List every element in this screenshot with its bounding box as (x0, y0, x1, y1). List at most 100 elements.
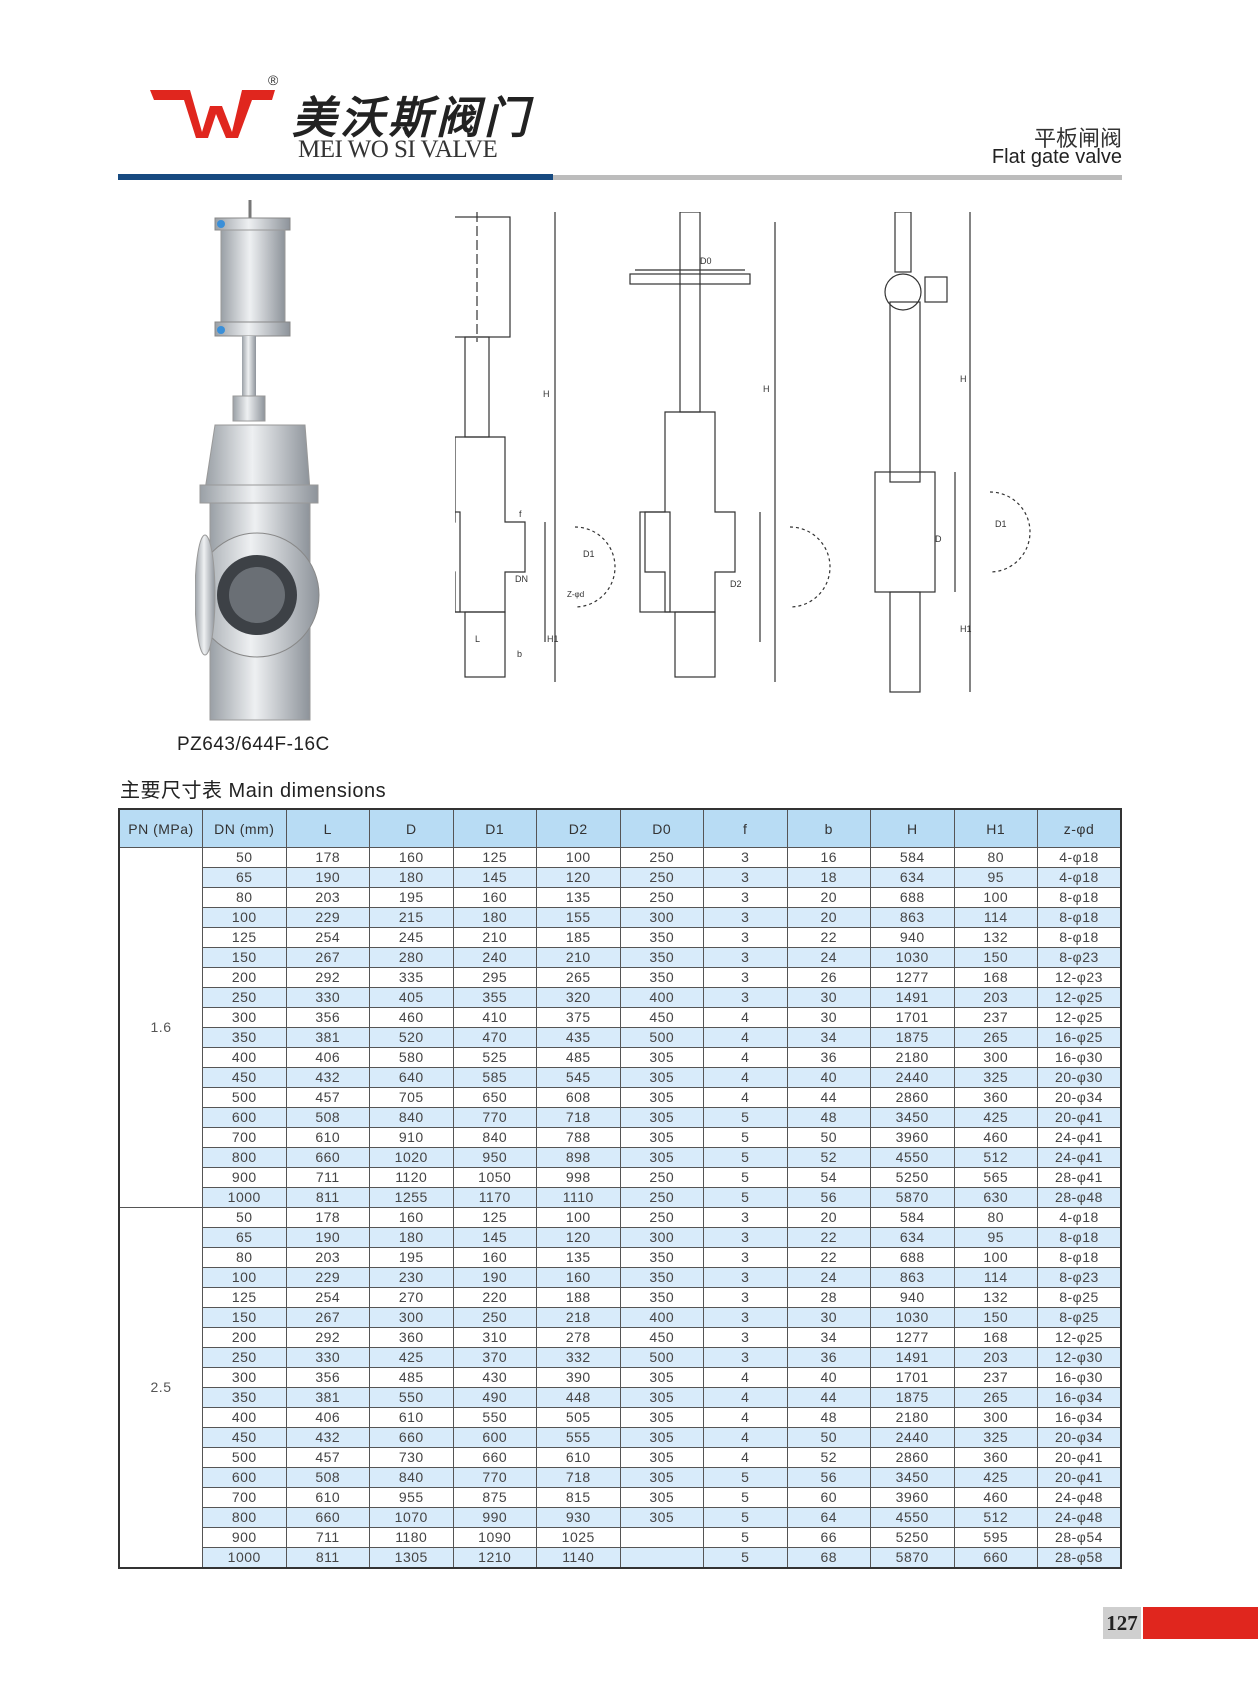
table-cell: 5 (703, 1107, 788, 1128)
table-row: 100 229 215 180 155 300 3 20 863 114 8-φ18 (119, 907, 1122, 928)
column-header: D1 (452, 808, 537, 848)
table-cell: 5 (703, 1547, 788, 1569)
table-cell: 188 (536, 1287, 621, 1308)
table-cell: 114 (953, 1267, 1038, 1288)
table-cell: 295 (452, 967, 537, 988)
table-cell: 145 (452, 1227, 537, 1248)
table-cell: 190 (285, 867, 370, 888)
table-row: 125 254 270 220 188 350 3 28 940 132 8-φ25 (119, 1287, 1122, 1308)
table-cell: 3 (703, 947, 788, 968)
table-cell: 660 (285, 1147, 370, 1168)
table-cell: 3450 (870, 1107, 955, 1128)
table-cell: 630 (953, 1187, 1038, 1208)
table-cell: 460 (953, 1127, 1038, 1148)
column-header: DN (mm) (202, 808, 287, 848)
table-cell: 12-φ23 (1037, 967, 1122, 988)
table-cell: 220 (452, 1287, 537, 1308)
table-cell: 4550 (870, 1507, 955, 1528)
table-cell: 145 (452, 867, 537, 888)
column-header: D2 (536, 808, 621, 848)
table-cell: 350 (619, 967, 704, 988)
table-cell: 457 (285, 1447, 370, 1468)
table-cell: 425 (953, 1107, 1038, 1128)
table-cell: 370 (452, 1347, 537, 1368)
table-row: 80 203 195 160 135 350 3 22 688 100 8-φ18 (119, 1247, 1122, 1268)
table-cell: 125 (202, 927, 287, 948)
table-cell: 718 (536, 1467, 621, 1488)
table-cell: 1277 (870, 967, 955, 988)
table-cell: 406 (285, 1047, 370, 1068)
table-cell: 52 (786, 1447, 871, 1468)
table-cell: 180 (369, 867, 454, 888)
table-cell: 215 (369, 907, 454, 928)
table-cell: 305 (619, 1507, 704, 1528)
drawing-pneumatic: H H1 DN D1 L b f Z-φd (455, 212, 616, 682)
table-cell: 634 (870, 1227, 955, 1248)
table-cell: 2860 (870, 1447, 955, 1468)
table-cell: 16-φ30 (1037, 1367, 1122, 1388)
table-cell: 114 (953, 907, 1038, 928)
table-cell: 22 (786, 927, 871, 948)
table-cell: 788 (536, 1127, 621, 1148)
table-cell: 100 (202, 907, 287, 928)
table-cell: 210 (452, 927, 537, 948)
table-cell: 4-φ18 (1037, 847, 1122, 868)
table-cell: 20-φ34 (1037, 1087, 1122, 1108)
label-h1: H1 (547, 634, 559, 644)
table-cell: 300 (953, 1047, 1038, 1068)
table-cell: 700 (202, 1487, 287, 1508)
table-cell: 584 (870, 847, 955, 868)
table-cell: 2440 (870, 1427, 955, 1448)
table-cell: 608 (536, 1087, 621, 1108)
table-cell: 1090 (452, 1527, 537, 1548)
table-row: 600 508 840 770 718 305 5 48 3450 425 20-φ41 (119, 1107, 1122, 1128)
table-cell: 250 (619, 1207, 704, 1228)
table-cell: 44 (786, 1387, 871, 1408)
table-cell: 325 (953, 1427, 1038, 1448)
table-cell: 1030 (870, 947, 955, 968)
table-cell: 254 (285, 927, 370, 948)
table-cell: 100 (536, 847, 621, 868)
table-cell: 305 (619, 1127, 704, 1148)
table-cell: 800 (202, 1147, 287, 1168)
table-cell: 168 (953, 967, 1038, 988)
table-cell: 125 (202, 1287, 287, 1308)
table-cell: 305 (619, 1147, 704, 1168)
table-cell: 80 (953, 847, 1038, 868)
table-cell: 20 (786, 1207, 871, 1228)
table-cell: 600 (202, 1467, 287, 1488)
table-cell: 237 (953, 1367, 1038, 1388)
technical-drawings: H H1 DN D1 L b f Z-φd D0 H D2 H H1 D1 D (455, 212, 1031, 693)
table-cell: 80 (202, 887, 287, 908)
table-cell: 305 (619, 1367, 704, 1388)
table-cell: 64 (786, 1507, 871, 1528)
table-cell: 28-φ41 (1037, 1167, 1122, 1188)
table-cell: 711 (285, 1527, 370, 1548)
table-cell: 350 (202, 1027, 287, 1048)
table-cell: 250 (202, 1347, 287, 1368)
table-cell: 5250 (870, 1167, 955, 1188)
table-cell: 457 (285, 1087, 370, 1108)
table-cell: 178 (285, 1207, 370, 1228)
table-cell: 250 (452, 1307, 537, 1328)
label-zd: Z-φd (567, 590, 584, 599)
table-cell: 16 (786, 847, 871, 868)
table-cell: 5 (703, 1167, 788, 1188)
table-cell: 335 (369, 967, 454, 988)
table-cell: 900 (202, 1167, 287, 1188)
table-cell: 12-φ30 (1037, 1347, 1122, 1368)
table-cell: 490 (452, 1387, 537, 1408)
table-cell: 425 (369, 1347, 454, 1368)
table-cell: 24-φ41 (1037, 1127, 1122, 1148)
table-cell: 3 (703, 1307, 788, 1328)
table-cell: 30 (786, 987, 871, 1008)
page-title-cn: 平板闸阀 (1033, 127, 1122, 152)
table-cell: 267 (285, 947, 370, 968)
table-cell: 150 (953, 947, 1038, 968)
table-cell: 3 (703, 1247, 788, 1268)
table-cell: 2180 (870, 1407, 955, 1428)
table-cell: 20-φ30 (1037, 1067, 1122, 1088)
column-header: H1 (953, 808, 1038, 848)
table-cell: 1491 (870, 987, 955, 1008)
table-cell: 125 (452, 1207, 537, 1228)
